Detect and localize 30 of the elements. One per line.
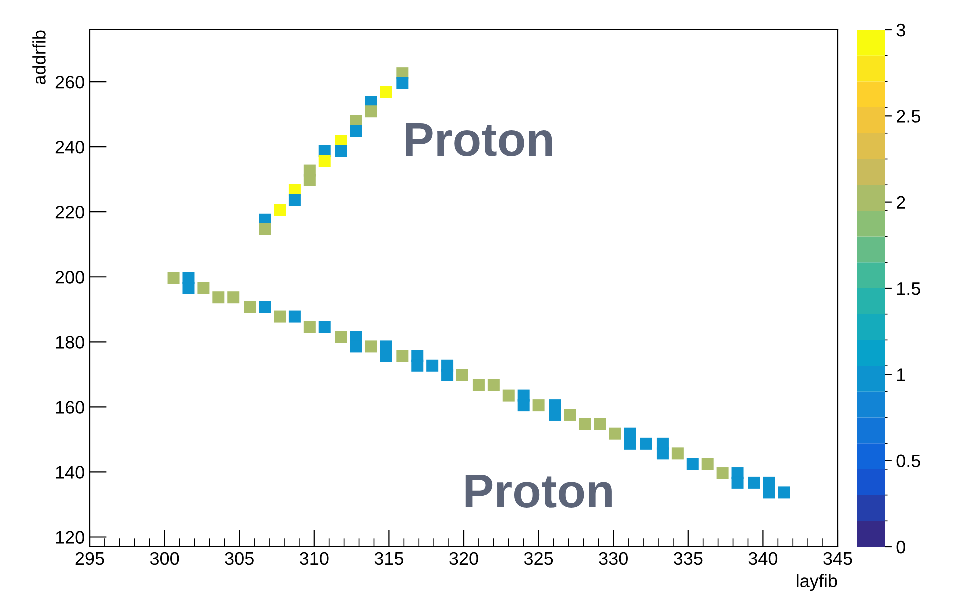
x-tick-label: 305 bbox=[225, 552, 254, 566]
color-bar-label: 1.5 bbox=[897, 282, 920, 296]
color-bar-label: 0 bbox=[896, 540, 906, 554]
y-tick-label: 180 bbox=[56, 336, 84, 349]
x-tick-label: 330 bbox=[599, 552, 628, 566]
x-tick-label: 325 bbox=[524, 552, 554, 566]
color-bar-label: 0.5 bbox=[896, 454, 920, 468]
x-tick-label: 300 bbox=[150, 552, 180, 566]
x-axis-title: layfib bbox=[797, 574, 838, 592]
x-tick-label: 310 bbox=[300, 552, 329, 566]
color-bar-label: 2 bbox=[897, 196, 906, 209]
annotation: Proton bbox=[466, 475, 612, 508]
x-tick-label: 335 bbox=[674, 552, 703, 566]
x-tick-label: 345 bbox=[824, 552, 852, 566]
y-tick-label: 260 bbox=[56, 76, 84, 89]
color-bar-label: 1 bbox=[897, 368, 906, 382]
x-tick-label: 320 bbox=[450, 552, 478, 566]
color-bar-label: 3 bbox=[896, 24, 906, 37]
y-tick-label: 200 bbox=[56, 271, 84, 284]
y-axis-title: addrfib bbox=[32, 30, 46, 84]
y-tick-label: 240 bbox=[56, 140, 84, 154]
y-tick-label: 160 bbox=[56, 401, 84, 414]
y-tick-label: 140 bbox=[56, 466, 84, 479]
y-tick-label: 120 bbox=[56, 531, 84, 544]
annotation: Proton bbox=[406, 123, 552, 156]
y-tick-label: 220 bbox=[56, 206, 84, 219]
x-tick-label: 295 bbox=[76, 552, 104, 566]
x-tick-label: 315 bbox=[374, 552, 404, 566]
x-tick-label: 340 bbox=[748, 552, 778, 566]
color-bar-label: 2.5 bbox=[897, 110, 920, 123]
